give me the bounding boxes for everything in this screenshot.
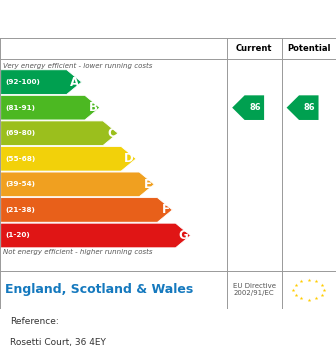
Text: Not energy efficient - higher running costs: Not energy efficient - higher running co… [3,248,153,255]
Text: EU Directive
2002/91/EC: EU Directive 2002/91/EC [233,283,276,296]
Text: Rosetti Court, 36 4EY: Rosetti Court, 36 4EY [10,338,106,346]
Polygon shape [1,95,100,120]
Polygon shape [1,172,154,197]
Text: 86: 86 [250,103,261,112]
Text: (92-100): (92-100) [5,79,40,85]
Text: 86: 86 [304,103,316,112]
Text: Reference:: Reference: [10,317,59,326]
Text: Current: Current [236,44,272,53]
Text: (1-20): (1-20) [5,233,30,239]
Text: England, Scotland & Wales: England, Scotland & Wales [5,283,193,296]
Polygon shape [287,95,319,120]
Text: Potential: Potential [287,44,331,53]
Polygon shape [1,147,136,171]
Text: (81-91): (81-91) [5,105,35,111]
Text: B: B [89,101,97,114]
Text: (21-38): (21-38) [5,207,35,213]
Polygon shape [232,95,264,120]
Polygon shape [1,70,82,94]
Text: D: D [124,152,134,165]
Text: Very energy efficient - lower running costs: Very energy efficient - lower running co… [3,63,153,69]
Text: C: C [107,127,116,140]
Text: F: F [162,203,170,217]
Text: A: A [70,76,79,89]
Polygon shape [1,223,191,248]
Text: (55-68): (55-68) [5,156,35,162]
Text: (69-80): (69-80) [5,130,35,136]
Text: E: E [144,178,152,191]
Text: G: G [178,229,188,242]
Text: Energy Efficiency Rating: Energy Efficiency Rating [57,11,279,27]
Polygon shape [1,198,172,222]
Polygon shape [1,121,118,146]
Text: (39-54): (39-54) [5,181,35,187]
